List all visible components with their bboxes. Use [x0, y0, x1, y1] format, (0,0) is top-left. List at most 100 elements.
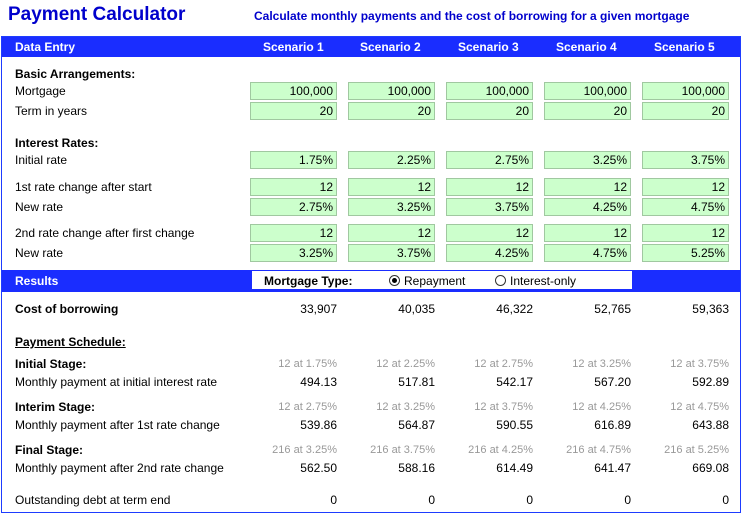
outstanding-value-1: 0 — [330, 493, 337, 507]
initial-payment-value-2: 517.81 — [398, 375, 435, 389]
cost-value-1: 33,907 — [300, 302, 337, 316]
mortgage-type-selector: Mortgage Type: Repayment Interest-only — [251, 270, 633, 290]
mortgage-input-2[interactable]: 100,000 — [348, 82, 435, 100]
new-rate-1-input-2[interactable]: 3.25% — [348, 198, 435, 216]
first-change-input-2[interactable]: 12 — [348, 178, 435, 196]
final-payment-value-4: 641.47 — [594, 461, 631, 475]
initial-stage-value-2: 12 at 2.25% — [376, 358, 435, 370]
basic-arrangements-heading: Basic Arrangements: — [15, 67, 136, 81]
interim-payment-label: Monthly payment after 1st rate change — [15, 418, 220, 432]
mortgage-input-3[interactable]: 100,000 — [446, 82, 533, 100]
first-change-input-4[interactable]: 12 — [544, 178, 631, 196]
calculator-frame — [1, 36, 741, 513]
mortgage-input-1[interactable]: 100,000 — [250, 82, 337, 100]
second-change-input-4[interactable]: 12 — [544, 224, 631, 242]
initial-stage-value-3: 12 at 2.75% — [474, 358, 533, 370]
scenario-2-header: Scenario 2 — [360, 40, 421, 54]
data-entry-header: Data Entry Scenario 1 Scenario 2 Scenari… — [2, 37, 740, 57]
new-rate-2-input-1[interactable]: 3.25% — [250, 244, 337, 262]
new-rate-2-input-3[interactable]: 4.25% — [446, 244, 533, 262]
mortgage-label: Mortgage — [15, 84, 66, 98]
interest-only-radio[interactable] — [495, 275, 506, 286]
first-change-input-1[interactable]: 12 — [250, 178, 337, 196]
interim-payment-value-3: 590.55 — [496, 418, 533, 432]
term-input-5[interactable]: 20 — [642, 102, 729, 120]
page-title: Payment Calculator — [8, 4, 186, 25]
new-rate-2-input-2[interactable]: 3.75% — [348, 244, 435, 262]
final-payment-value-3: 614.49 — [496, 461, 533, 475]
interest-only-option-label[interactable]: Interest-only — [510, 274, 577, 288]
second-change-input-3[interactable]: 12 — [446, 224, 533, 242]
initial-rate-input-3[interactable]: 2.75% — [446, 151, 533, 169]
initial-stage-label: Initial Stage: — [15, 357, 87, 371]
initial-rate-input-5[interactable]: 3.75% — [642, 151, 729, 169]
term-input-1[interactable]: 20 — [250, 102, 337, 120]
mortgage-input-5[interactable]: 100,000 — [642, 82, 729, 100]
first-change-label: 1st rate change after start — [15, 180, 152, 194]
results-title: Results — [15, 274, 59, 288]
page-subtitle: Calculate monthly payments and the cost … — [254, 9, 690, 23]
final-stage-value-3: 216 at 4.25% — [468, 444, 533, 456]
new-rate-1-input-1[interactable]: 2.75% — [250, 198, 337, 216]
final-stage-value-4: 216 at 4.75% — [566, 444, 631, 456]
second-change-input-1[interactable]: 12 — [250, 224, 337, 242]
initial-stage-value-4: 12 at 3.25% — [572, 358, 631, 370]
initial-rate-input-4[interactable]: 3.25% — [544, 151, 631, 169]
outstanding-debt-label: Outstanding debt at term end — [15, 493, 171, 507]
new-rate-1-input-4[interactable]: 4.25% — [544, 198, 631, 216]
interim-payment-value-5: 643.88 — [692, 418, 729, 432]
outstanding-value-2: 0 — [428, 493, 435, 507]
new-rate-1-input-5[interactable]: 4.75% — [642, 198, 729, 216]
scenario-3-header: Scenario 3 — [458, 40, 519, 54]
initial-rate-input-1[interactable]: 1.75% — [250, 151, 337, 169]
interim-payment-value-4: 616.89 — [594, 418, 631, 432]
term-label: Term in years — [15, 104, 88, 118]
initial-rate-label: Initial rate — [15, 153, 68, 167]
cost-of-borrowing-label: Cost of borrowing — [15, 302, 119, 316]
repayment-option-label[interactable]: Repayment — [404, 274, 466, 288]
mortgage-input-4[interactable]: 100,000 — [544, 82, 631, 100]
term-input-2[interactable]: 20 — [348, 102, 435, 120]
initial-payment-value-4: 567.20 — [594, 375, 631, 389]
initial-payment-label: Monthly payment at initial interest rate — [15, 375, 218, 389]
new-rate-2-input-4[interactable]: 4.75% — [544, 244, 631, 262]
final-stage-value-5: 216 at 5.25% — [664, 444, 729, 456]
new-rate-2-input-5[interactable]: 5.25% — [642, 244, 729, 262]
interim-payment-value-1: 539.86 — [300, 418, 337, 432]
outstanding-value-4: 0 — [624, 493, 631, 507]
term-input-4[interactable]: 20 — [544, 102, 631, 120]
mortgage-type-label: Mortgage Type: — [264, 274, 353, 288]
second-change-input-2[interactable]: 12 — [348, 224, 435, 242]
final-stage-value-1: 216 at 3.25% — [272, 444, 337, 456]
final-stage-label: Final Stage: — [15, 443, 84, 457]
initial-payment-value-3: 542.17 — [496, 375, 533, 389]
data-entry-title: Data Entry — [15, 40, 76, 54]
cost-value-2: 40,035 — [398, 302, 435, 316]
second-change-label: 2nd rate change after first change — [15, 226, 195, 240]
initial-stage-value-1: 12 at 1.75% — [278, 358, 337, 370]
cost-value-4: 52,765 — [594, 302, 631, 316]
new-rate-1-label: New rate — [15, 200, 64, 214]
payment-schedule-heading: Payment Schedule: — [15, 335, 126, 349]
second-change-input-5[interactable]: 12 — [642, 224, 729, 242]
initial-payment-value-5: 592.89 — [692, 375, 729, 389]
final-payment-value-1: 562.50 — [300, 461, 337, 475]
initial-rate-input-2[interactable]: 2.25% — [348, 151, 435, 169]
interest-rates-heading: Interest Rates: — [15, 136, 99, 150]
interim-stage-value-2: 12 at 3.25% — [376, 401, 435, 413]
new-rate-1-input-3[interactable]: 3.75% — [446, 198, 533, 216]
first-change-input-5[interactable]: 12 — [642, 178, 729, 196]
outstanding-value-3: 0 — [526, 493, 533, 507]
term-input-3[interactable]: 20 — [446, 102, 533, 120]
final-payment-label: Monthly payment after 2nd rate change — [15, 461, 224, 475]
scenario-1-header: Scenario 1 — [263, 40, 324, 54]
interim-payment-value-2: 564.87 — [398, 418, 435, 432]
final-stage-value-2: 216 at 3.75% — [370, 444, 435, 456]
scenario-4-header: Scenario 4 — [556, 40, 617, 54]
first-change-input-3[interactable]: 12 — [446, 178, 533, 196]
interim-stage-value-1: 12 at 2.75% — [278, 401, 337, 413]
repayment-radio[interactable] — [389, 275, 400, 286]
final-payment-value-5: 669.08 — [692, 461, 729, 475]
initial-payment-value-1: 494.13 — [300, 375, 337, 389]
interim-stage-value-3: 12 at 3.75% — [474, 401, 533, 413]
